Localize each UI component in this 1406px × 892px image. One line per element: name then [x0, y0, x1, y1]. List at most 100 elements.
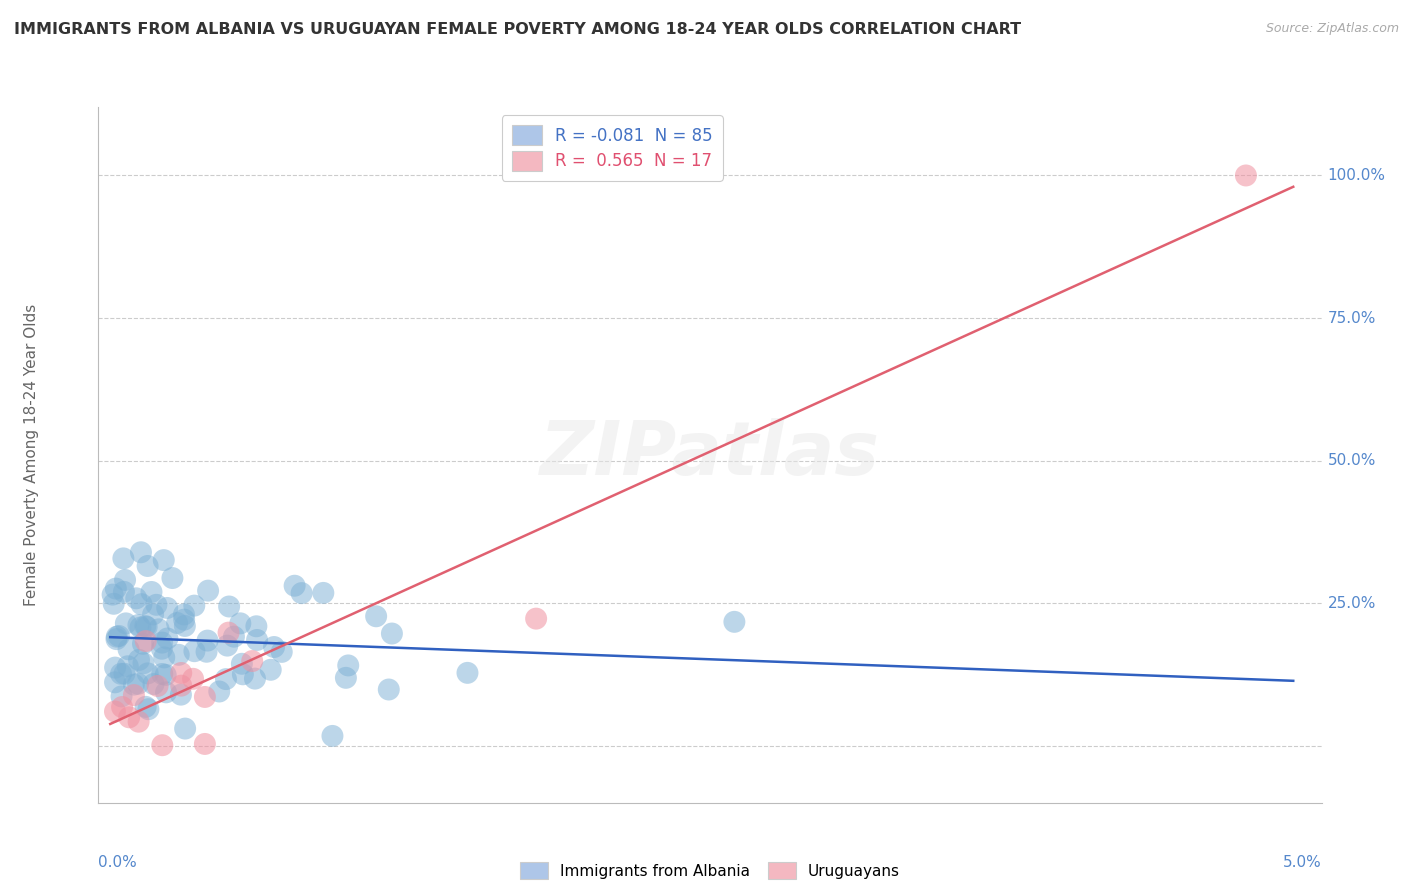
Text: 75.0%: 75.0% — [1327, 310, 1376, 326]
Point — [112, 585, 135, 599]
Legend: Immigrants from Albania, Uruguayans: Immigrants from Albania, Uruguayans — [515, 855, 905, 886]
Point — [183, 599, 205, 613]
Point — [246, 632, 269, 647]
Point — [136, 559, 159, 574]
Text: 25.0%: 25.0% — [1327, 596, 1376, 611]
Point — [111, 700, 134, 714]
Point — [105, 630, 128, 644]
Point — [155, 668, 177, 682]
Point — [194, 737, 217, 751]
Point — [183, 644, 205, 658]
Point — [222, 630, 245, 644]
Point — [197, 633, 219, 648]
Point — [173, 607, 195, 622]
Text: Female Poverty Among 18-24 Year Olds: Female Poverty Among 18-24 Year Olds — [24, 304, 38, 606]
Point — [524, 612, 547, 626]
Text: 50.0%: 50.0% — [1327, 453, 1376, 468]
Point — [173, 619, 195, 633]
Point — [155, 685, 177, 699]
Point — [167, 648, 190, 662]
Point — [150, 635, 173, 649]
Point — [245, 619, 267, 633]
Point — [135, 634, 157, 648]
Point — [128, 714, 150, 729]
Point — [284, 579, 307, 593]
Point — [170, 688, 193, 702]
Point — [122, 678, 145, 692]
Point — [240, 654, 263, 668]
Point — [232, 667, 254, 681]
Point — [145, 598, 167, 612]
Point — [150, 667, 173, 681]
Point — [104, 582, 127, 596]
Text: Source: ZipAtlas.com: Source: ZipAtlas.com — [1265, 22, 1399, 36]
Point — [166, 615, 188, 630]
Point — [141, 585, 163, 599]
Point — [218, 599, 240, 614]
Point — [170, 679, 193, 693]
Text: ZIPatlas: ZIPatlas — [540, 418, 880, 491]
Point — [132, 656, 155, 670]
Point — [366, 609, 388, 624]
Point — [156, 632, 179, 646]
Point — [215, 672, 238, 686]
Point — [270, 645, 292, 659]
Point — [150, 738, 173, 752]
Point — [135, 699, 157, 714]
Point — [115, 616, 138, 631]
Point — [131, 597, 153, 611]
Point — [122, 688, 145, 702]
Point — [312, 586, 335, 600]
Point — [146, 679, 169, 693]
Point — [153, 650, 176, 665]
Point — [138, 702, 160, 716]
Point — [104, 660, 127, 674]
Text: 5.0%: 5.0% — [1282, 855, 1322, 870]
Point — [108, 629, 131, 643]
Point — [105, 632, 128, 647]
Point — [134, 619, 156, 633]
Point — [101, 588, 124, 602]
Point — [229, 616, 252, 631]
Text: IMMIGRANTS FROM ALBANIA VS URUGUAYAN FEMALE POVERTY AMONG 18-24 YEAR OLDS CORREL: IMMIGRANTS FROM ALBANIA VS URUGUAYAN FEM… — [14, 22, 1021, 37]
Point — [152, 553, 174, 567]
Point — [217, 639, 239, 653]
Point — [260, 663, 283, 677]
Point — [117, 642, 139, 657]
Point — [208, 684, 231, 698]
Point — [114, 573, 136, 587]
Point — [110, 666, 132, 681]
Point — [132, 637, 155, 651]
Point — [118, 710, 141, 724]
Point — [321, 729, 343, 743]
Point — [127, 618, 149, 632]
Point — [231, 657, 253, 671]
Point — [156, 601, 179, 615]
Point — [291, 586, 314, 600]
Point — [142, 607, 165, 622]
Point — [378, 682, 401, 697]
Point — [263, 640, 285, 654]
Point — [103, 597, 125, 611]
Point — [128, 653, 150, 667]
Point — [174, 722, 197, 736]
Point — [723, 615, 745, 629]
Point — [104, 675, 127, 690]
Point — [127, 677, 149, 691]
Point — [1234, 169, 1257, 183]
Point — [110, 690, 132, 704]
Point — [173, 613, 195, 627]
Point — [142, 677, 165, 691]
Text: 0.0%: 0.0% — [98, 855, 138, 870]
Point — [148, 623, 170, 637]
Point — [114, 666, 136, 681]
Point — [195, 645, 218, 659]
Point — [335, 671, 357, 685]
Point — [129, 545, 152, 559]
Point — [218, 625, 240, 640]
Point — [112, 551, 135, 566]
Point — [194, 690, 217, 704]
Point — [181, 672, 204, 686]
Point — [150, 641, 173, 656]
Point — [125, 591, 148, 606]
